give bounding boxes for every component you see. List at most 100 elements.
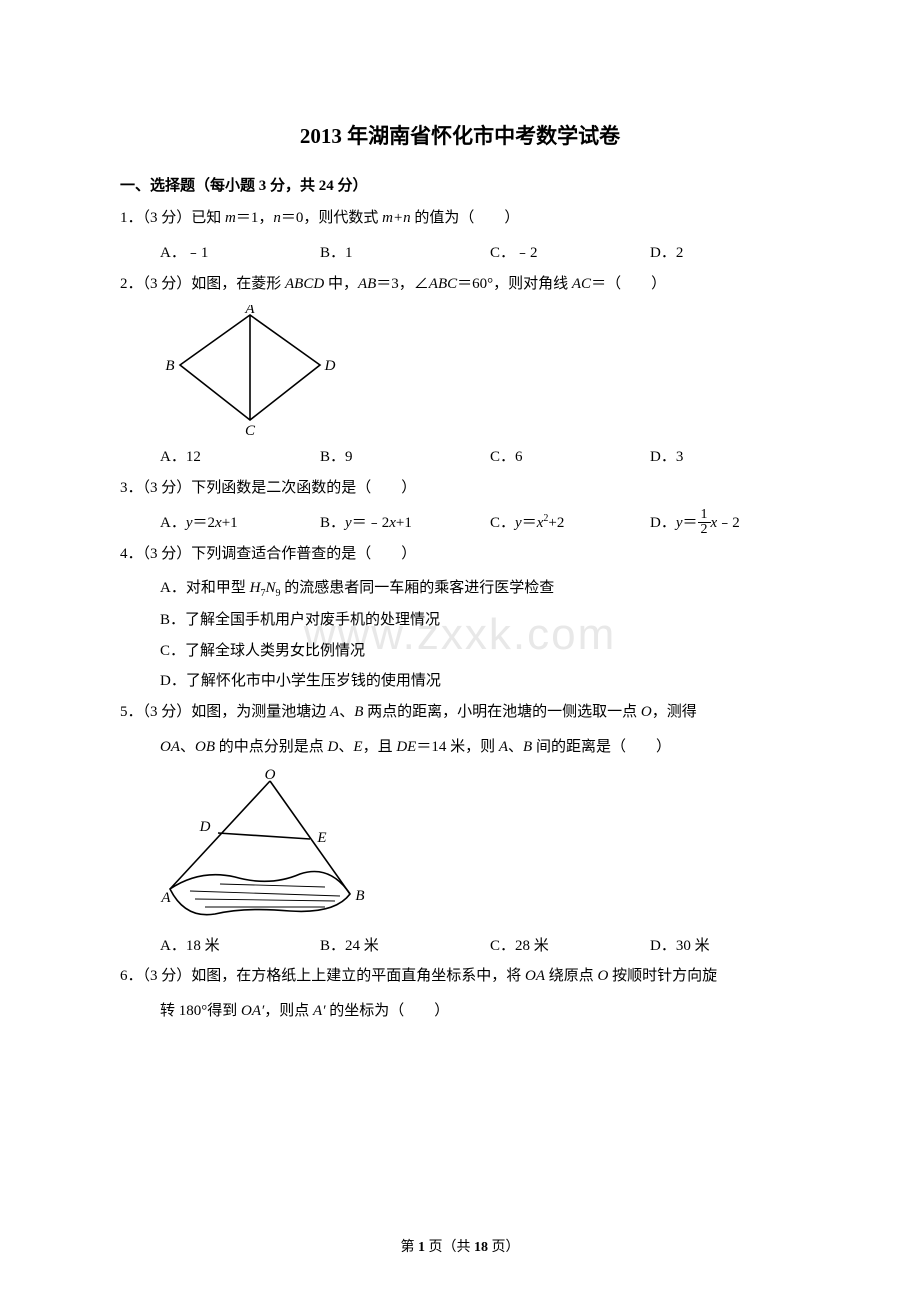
A: A [499, 739, 508, 755]
t: ，且 [363, 739, 397, 755]
q3-options: A．y＝2x+1 B．y＝﹣2x+1 C．y＝x2+2 D．y＝12x﹣2 [120, 508, 800, 539]
q1-stem: 1．（3 分）已知 m＝1，n＝0，则代数式 m+n 的值为（ ） [120, 210, 519, 226]
label-D: D [324, 358, 336, 374]
q1-options: A．﹣1 B．1 C．﹣2 D．2 [120, 238, 800, 269]
q2-opt-c: C．6 [490, 442, 650, 473]
q2-opt-d: D．3 [650, 442, 790, 473]
label-O: O [265, 769, 276, 783]
q5-options: A．18 米 B．24 米 C．28 米 D．30 米 [120, 931, 800, 962]
var-n: n [273, 210, 281, 226]
label-B: B [355, 888, 364, 904]
y: y [186, 515, 193, 531]
page-footer: 第 1 页（共 18 页） [0, 1236, 920, 1256]
t: 按顺时针方向旋 [608, 968, 717, 984]
label-B: B [165, 358, 174, 374]
q5-opt-d: D．30 米 [650, 931, 790, 962]
t: ＝ [522, 515, 537, 531]
t: A． [160, 515, 186, 531]
t: 的中点分别是点 [215, 739, 328, 755]
t: C． [490, 515, 515, 531]
q2-text: ＝3，∠ [376, 276, 429, 292]
q4-opt-d: D．了解怀化市中小学生压岁钱的使用情况 [160, 666, 800, 697]
ac: AC [572, 276, 591, 292]
A: A [330, 704, 339, 720]
question-1: 1．（3 分）已知 m＝1，n＝0，则代数式 m+n 的值为（ ） [120, 203, 800, 234]
t: 的坐标为（ ） [326, 1003, 450, 1019]
t: B． [320, 515, 345, 531]
q4-opt-b: B．了解全国手机用户对废手机的处理情况 [160, 605, 800, 636]
question-2: 2．（3 分）如图，在菱形 ABCD 中，AB＝3，∠ABC＝60°，则对角线 … [120, 269, 800, 300]
N: N [265, 580, 275, 596]
q4-opt-c: C．了解全球人类男女比例情况 [160, 636, 800, 667]
label-C: C [245, 423, 256, 435]
q1-opt-b: B．1 [320, 238, 490, 269]
t: ＝﹣2 [352, 515, 390, 531]
q1-text: 1．（3 分）已知 [120, 210, 225, 226]
y: y [676, 515, 683, 531]
DE: DE [396, 739, 416, 755]
q3-opt-a: A．y＝2x+1 [160, 508, 320, 539]
q2-text: 2．（3 分）如图，在菱形 [120, 276, 285, 292]
OA: OA [160, 739, 180, 755]
q2-text: 中， [324, 276, 358, 292]
Aprime: A′ [313, 1003, 325, 1019]
q5-opt-b: B．24 米 [320, 931, 490, 962]
page-title: 2013 年湖南省怀化市中考数学试卷 [120, 120, 800, 150]
t: 的流感患者同一车厢的乘客进行医学检查 [280, 580, 554, 596]
q5-opt-c: C．28 米 [490, 931, 650, 962]
abcd: ABCD [285, 276, 324, 292]
x: x [215, 515, 222, 531]
x: x [389, 515, 396, 531]
H: H [250, 580, 261, 596]
rhombus-figure: A B C D [160, 305, 340, 435]
label-E: E [316, 830, 326, 846]
label-D: D [199, 819, 211, 835]
t: 、 [339, 704, 354, 720]
OAprime: OA′ [241, 1003, 264, 1019]
q1-text: ＝0，则代数式 [281, 210, 382, 226]
t: 两点的距离，小明在池塘的一侧选取一点 [363, 704, 641, 720]
q1-opt-a: A．﹣1 [160, 238, 320, 269]
q2-opt-b: B．9 [320, 442, 490, 473]
footer-text: 页（共 [425, 1240, 474, 1255]
footer-text: 第 [401, 1240, 419, 1255]
q2-figure: A B C D [120, 305, 800, 440]
t: A．对和甲型 [160, 580, 250, 596]
OB: OB [195, 739, 215, 755]
q5-opt-a: A．18 米 [160, 931, 320, 962]
t: 、 [508, 739, 523, 755]
O: O [641, 704, 652, 720]
q2-text: ＝（ ） [591, 276, 666, 292]
t: 6．（3 分）如图，在方格纸上上建立的平面直角坐标系中，将 [120, 968, 525, 984]
question-4: 4．（3 分）下列调查适合作普查的是（ ） [120, 539, 800, 570]
q4-opt-a: A．对和甲型 H7N9 的流感患者同一车厢的乘客进行医学检查 [160, 573, 800, 605]
t: ，则点 [264, 1003, 313, 1019]
t: 5．（3 分）如图，为测量池塘边 [120, 704, 330, 720]
footer-text: 页） [488, 1240, 520, 1255]
question-3: 3．（3 分）下列函数是二次函数的是（ ） [120, 473, 800, 504]
t: 间的距离是（ ） [532, 739, 671, 755]
q1-text: ＝1， [236, 210, 274, 226]
label-A: A [244, 305, 255, 317]
E: E [353, 739, 362, 755]
y: y [515, 515, 522, 531]
q1-opt-c: C．﹣2 [490, 238, 650, 269]
abc: ABC [429, 276, 457, 292]
label-A: A [160, 890, 171, 906]
question-5-line2: OA、OB 的中点分别是点 D、E，且 DE＝14 米，则 A、B 间的距离是（… [120, 732, 800, 763]
num: 1 [698, 508, 711, 523]
t: ＝14 米，则 [416, 739, 499, 755]
t: 转 180°得到 [160, 1003, 241, 1019]
footer-page: 1 [418, 1240, 425, 1255]
t: ，测得 [652, 704, 697, 720]
den: 2 [698, 523, 711, 537]
q1-text: 的值为（ ） [411, 210, 520, 226]
q2-text: ＝60°，则对角线 [457, 276, 572, 292]
q3-opt-c: C．y＝x2+2 [490, 508, 650, 539]
t: +1 [222, 515, 238, 531]
t: ﹣2 [717, 515, 740, 531]
ab: AB [358, 276, 376, 292]
pond-figure: O D E A B [160, 769, 370, 924]
B: B [354, 704, 363, 720]
q4-options: A．对和甲型 H7N9 的流感患者同一车厢的乘客进行医学检查 B．了解全国手机用… [120, 573, 800, 697]
